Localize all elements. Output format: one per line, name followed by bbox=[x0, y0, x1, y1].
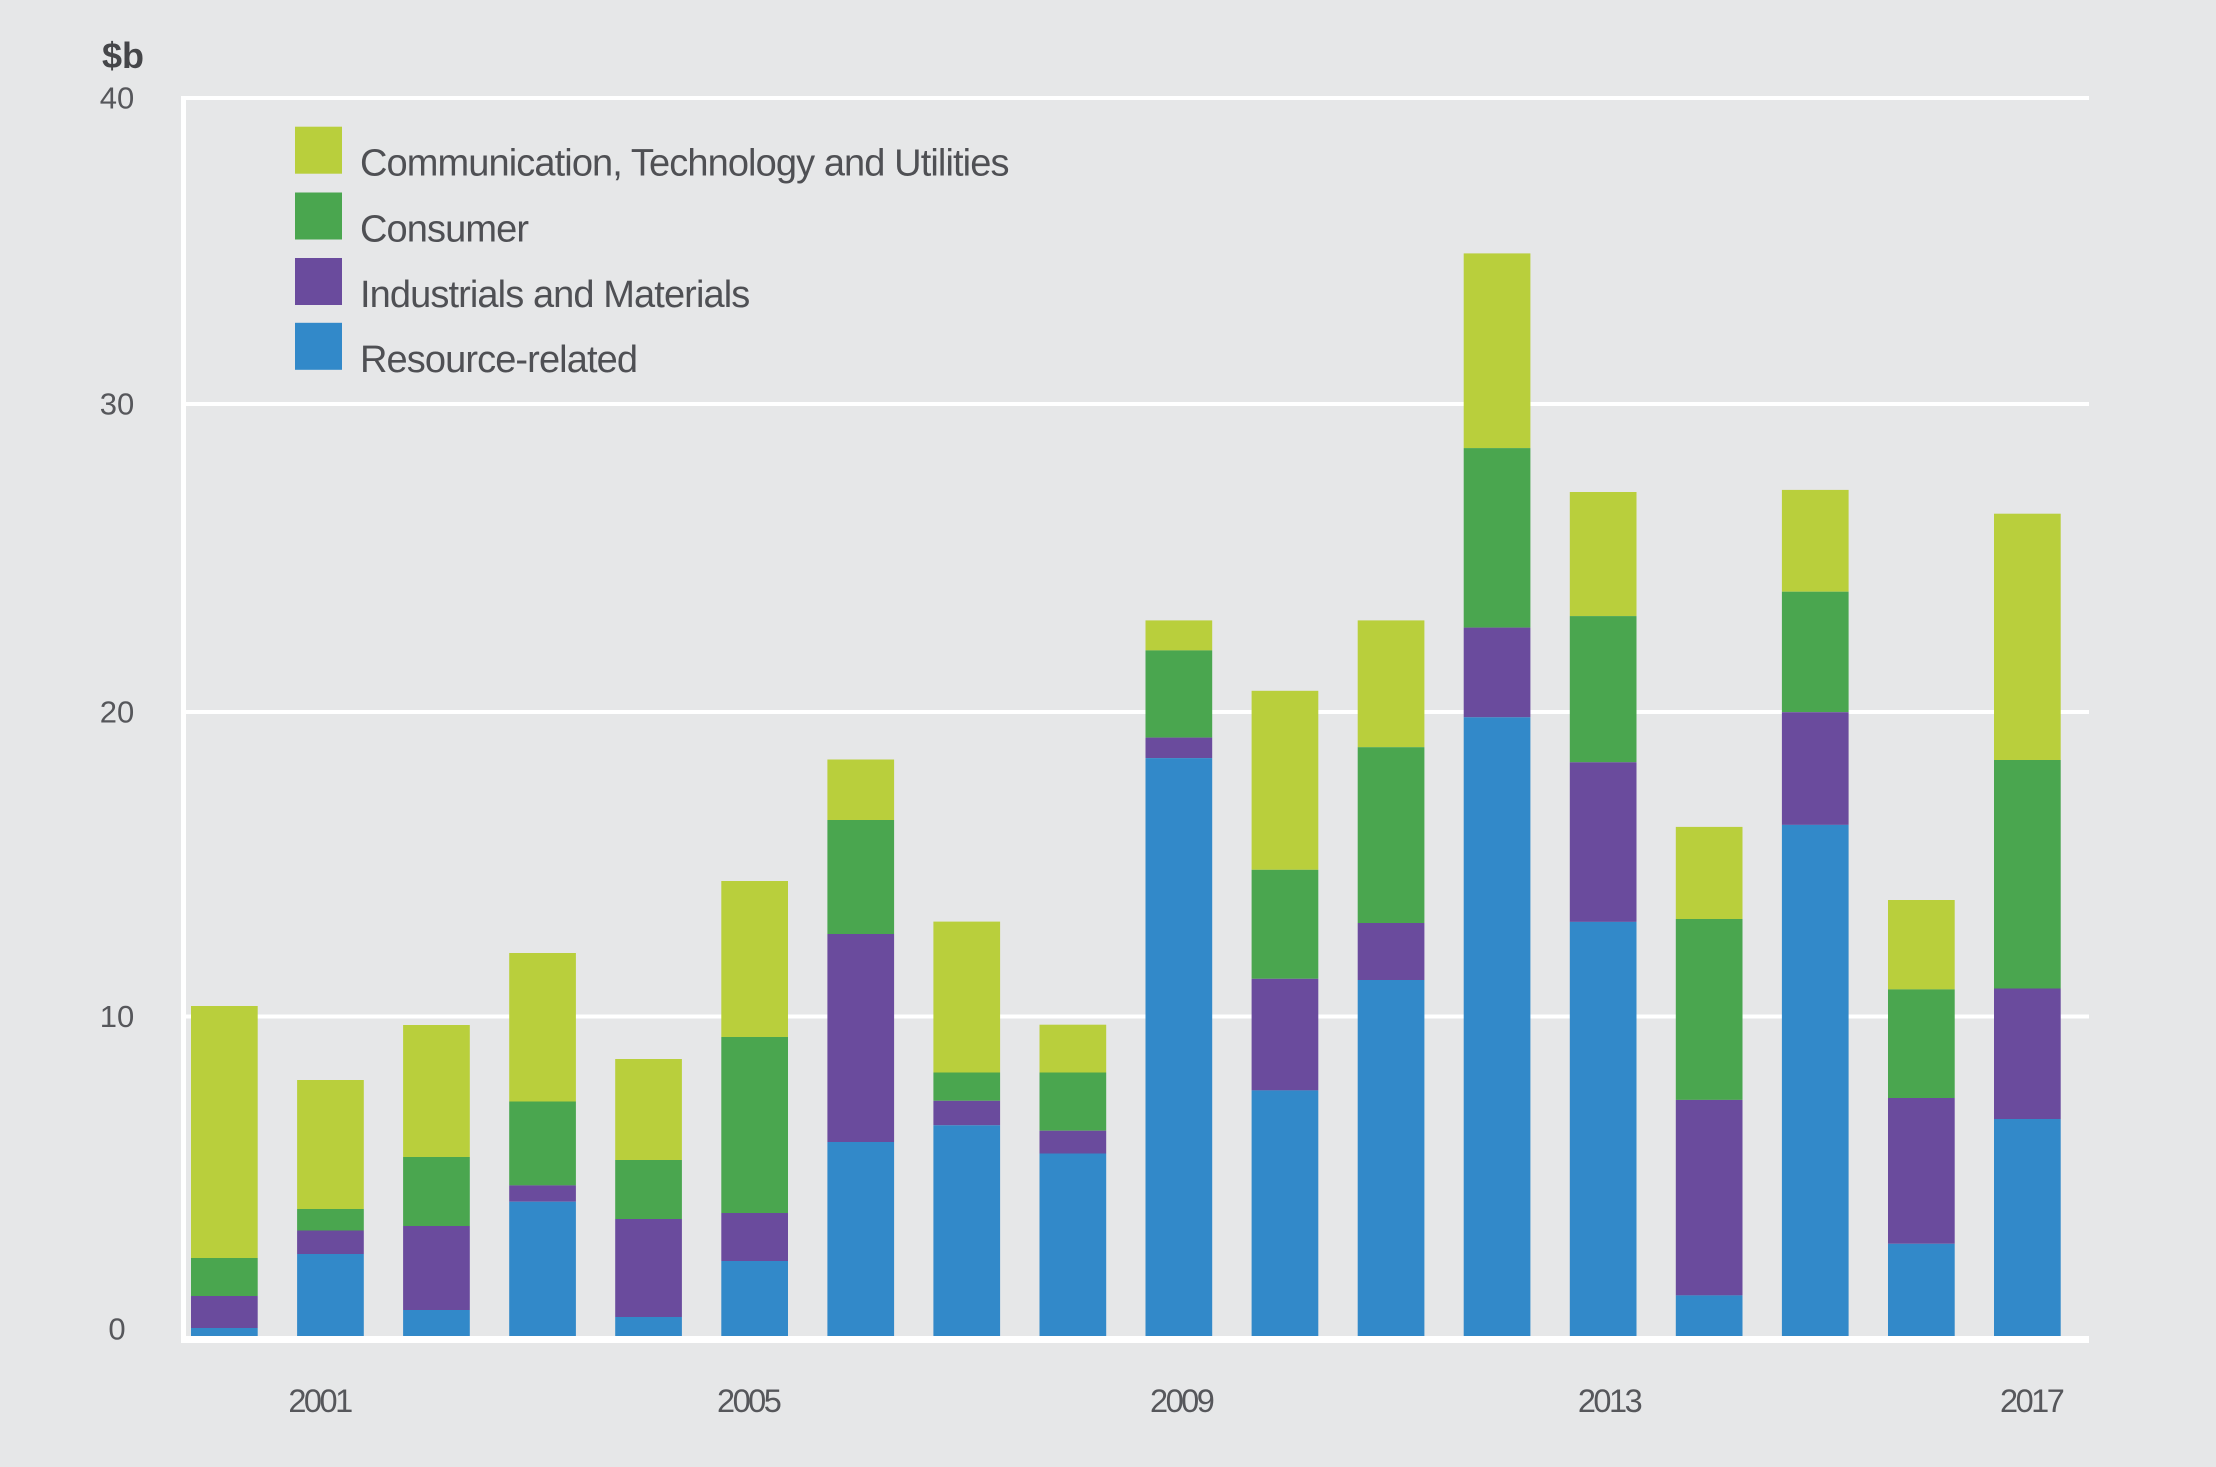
svg-text:$b: $b bbox=[102, 35, 144, 76]
svg-text:2001: 2001 bbox=[288, 1383, 352, 1419]
svg-text:2013: 2013 bbox=[1578, 1383, 1642, 1419]
svg-text:40: 40 bbox=[100, 81, 134, 116]
svg-text:2005: 2005 bbox=[717, 1383, 781, 1419]
svg-text:0: 0 bbox=[108, 1312, 125, 1347]
svg-text:10: 10 bbox=[100, 999, 134, 1034]
svg-text:30: 30 bbox=[100, 387, 134, 422]
svg-text:Resource-related: Resource-related bbox=[360, 339, 637, 381]
svg-text:2009: 2009 bbox=[1150, 1383, 1214, 1419]
svg-text:Communication, Technology and: Communication, Technology and Utilities bbox=[360, 143, 1009, 185]
svg-text:20: 20 bbox=[100, 695, 134, 730]
svg-text:2017: 2017 bbox=[2000, 1383, 2064, 1419]
svg-text:Consumer: Consumer bbox=[360, 209, 529, 251]
svg-text:Industrials and Materials: Industrials and Materials bbox=[360, 274, 749, 316]
